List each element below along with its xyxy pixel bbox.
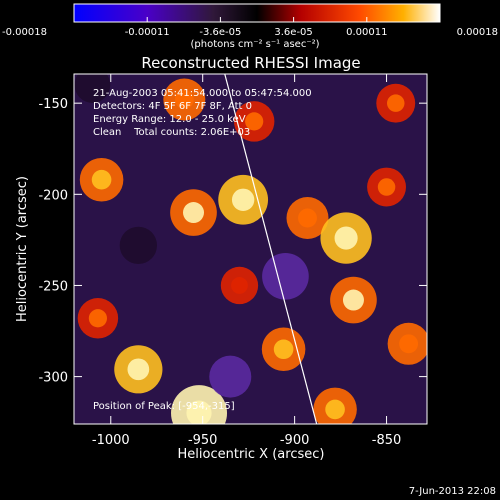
source-blob — [74, 74, 111, 103]
x-tick-label: -900 — [280, 433, 310, 448]
chart-title: Reconstructed RHESSI Image — [141, 54, 360, 72]
x-axis-label: Heliocentric X (arcsec) — [178, 447, 325, 462]
source-blob-core — [127, 358, 150, 381]
colorbar-tick-label: 0.00011 — [346, 27, 387, 38]
x-tick-label: -1000 — [92, 433, 130, 448]
annotation-energy-range: Energy Range: 12.0 - 25.0 keV — [93, 114, 246, 125]
source-blob-core — [342, 289, 364, 311]
y-tick-label: -150 — [38, 97, 68, 112]
colorbar-tick-label: -3.6e-05 — [199, 27, 241, 38]
colorbar-frame — [73, 3, 441, 23]
colorbar-unit-label: (photons cm⁻² s⁻¹ asec⁻²) — [190, 39, 319, 50]
colorbar-tick-label: -0.00018 — [2, 27, 47, 38]
source-blob-core — [91, 169, 112, 190]
x-tick-label: -850 — [372, 433, 402, 448]
source-blob-core — [231, 277, 248, 294]
y-tick-label: -200 — [38, 188, 68, 203]
source-blob-core — [377, 178, 396, 196]
colorbar-tick-label: 0.00018 — [457, 27, 498, 38]
source-blob-core — [231, 188, 255, 211]
source-blob-core — [186, 400, 212, 424]
peak-position-label: Position of Peak: [-954,-315] — [93, 401, 235, 412]
axis-ticks: -1000 -950 -900 -850 -150 -200 -250 -300 — [38, 74, 427, 448]
source-blob-core — [245, 112, 264, 131]
source-blob-core — [386, 94, 405, 112]
y-tick-label: -250 — [38, 279, 68, 294]
colorbar-tick-label: 3.6e-05 — [274, 27, 312, 38]
source-blob — [262, 253, 309, 300]
solar-limb-line — [224, 74, 318, 424]
source-blob-core — [399, 334, 419, 354]
source-blob — [119, 226, 158, 265]
footer-date: 7-Jun-2013 22:08 — [409, 486, 496, 497]
annotation-clean-counts: Clean Total counts: 2.06E+03 — [93, 127, 250, 138]
source-blob-core — [298, 208, 317, 228]
y-tick-label: -300 — [38, 371, 68, 386]
colorbar — [74, 4, 440, 22]
plot-frame — [73, 73, 428, 425]
x-tick-label: -950 — [188, 433, 218, 448]
source-blob-core — [183, 202, 205, 224]
colorbar-ticks: -0.00018 -0.00011 -3.6e-05 3.6e-05 0.00011 0.… — [2, 17, 498, 38]
source-blob-core — [325, 399, 345, 420]
source-blob-core — [88, 309, 108, 328]
colorbar-tick-label: -0.00011 — [125, 27, 170, 38]
annotation-time-range: 21-Aug-2003 05:41:54.000 to 05:47:54.000 — [93, 88, 312, 99]
source-blob-core — [174, 90, 194, 109]
source-blob-core — [273, 339, 294, 360]
source-blob — [209, 355, 252, 398]
source-blob-core — [334, 226, 358, 250]
image-sources — [74, 74, 427, 424]
annotation-detectors: Detectors: 4F 5F 6F 7F 8F, Att 0 — [93, 101, 252, 112]
y-axis-label: Heliocentric Y (arcsec) — [15, 176, 30, 322]
